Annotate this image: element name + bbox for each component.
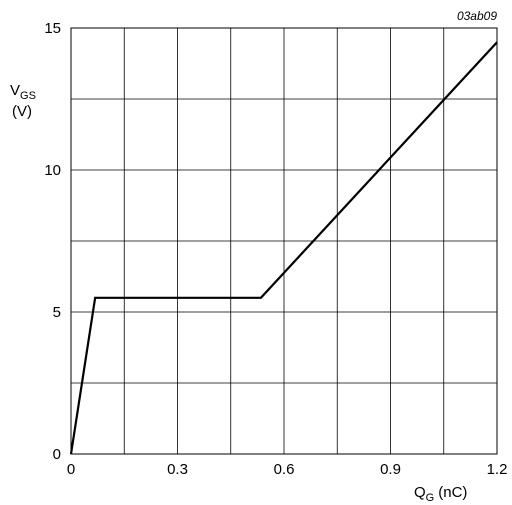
plot-frame xyxy=(70,27,498,455)
y-tick-label-1: 5 xyxy=(53,304,61,321)
tick-labels: 0 0.3 0.6 0.9 1.2 0 5 10 15 xyxy=(44,20,507,478)
x-tick-label-3: 0.9 xyxy=(380,461,401,478)
x-tick-label-2: 0.6 xyxy=(274,461,295,478)
x-axis-label: QG (nC) xyxy=(414,484,467,504)
y-tick-label-0: 0 xyxy=(53,446,61,463)
y-axis-unit: (V) xyxy=(12,103,32,120)
series-line xyxy=(69,41,498,455)
x-tick-label-0: 0 xyxy=(67,461,75,478)
y-axis-label: VGS xyxy=(10,82,36,102)
x-tick-label-4: 1.2 xyxy=(487,461,508,478)
figure-reference: 03ab09 xyxy=(457,9,497,23)
y-tick-label-2: 10 xyxy=(44,162,61,179)
grid xyxy=(70,27,498,455)
y-tick-label-3: 15 xyxy=(44,20,61,37)
x-tick-label-1: 0.3 xyxy=(167,461,188,478)
